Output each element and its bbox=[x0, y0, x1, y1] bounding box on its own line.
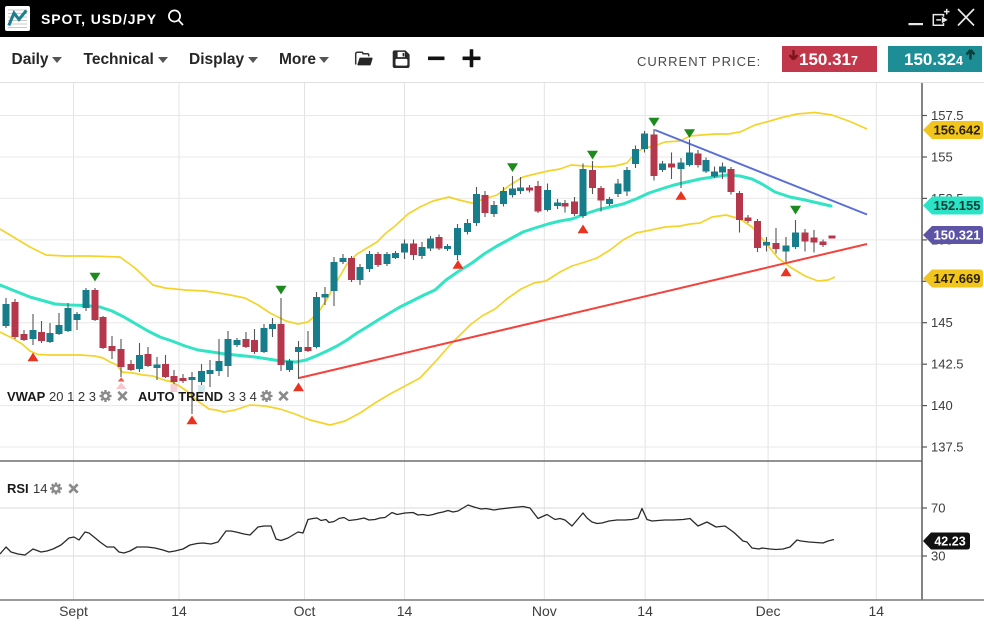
svg-text:140: 140 bbox=[931, 398, 953, 413]
svg-text:42.23: 42.23 bbox=[934, 535, 965, 549]
svg-text:70: 70 bbox=[931, 501, 945, 516]
svg-text:14: 14 bbox=[33, 481, 47, 496]
svg-text:14: 14 bbox=[869, 603, 885, 619]
svg-text:Oct: Oct bbox=[294, 603, 316, 619]
svg-text:14: 14 bbox=[171, 603, 187, 619]
svg-text:20 1 2 3: 20 1 2 3 bbox=[49, 389, 96, 404]
svg-text:152.155: 152.155 bbox=[934, 198, 981, 213]
svg-text:150.321: 150.321 bbox=[934, 228, 981, 243]
svg-text:157.5: 157.5 bbox=[931, 108, 964, 123]
svg-text:14: 14 bbox=[637, 603, 653, 619]
svg-text:Sept: Sept bbox=[59, 603, 88, 619]
svg-text:137.5: 137.5 bbox=[931, 440, 964, 455]
svg-text:142.5: 142.5 bbox=[931, 357, 964, 372]
svg-text:Dec: Dec bbox=[756, 603, 781, 619]
svg-text:VWAP: VWAP bbox=[7, 389, 46, 404]
svg-text:30: 30 bbox=[931, 549, 945, 564]
svg-text:155: 155 bbox=[931, 150, 953, 165]
svg-text:AUTO TREND: AUTO TREND bbox=[138, 389, 223, 404]
svg-text:14: 14 bbox=[397, 603, 413, 619]
svg-text:Nov: Nov bbox=[532, 603, 557, 619]
svg-text:156.642: 156.642 bbox=[934, 123, 981, 138]
svg-text:147.669: 147.669 bbox=[934, 271, 981, 286]
svg-text:RSI: RSI bbox=[7, 481, 29, 496]
svg-text:145: 145 bbox=[931, 315, 953, 330]
svg-text:3 3 4: 3 3 4 bbox=[228, 389, 257, 404]
